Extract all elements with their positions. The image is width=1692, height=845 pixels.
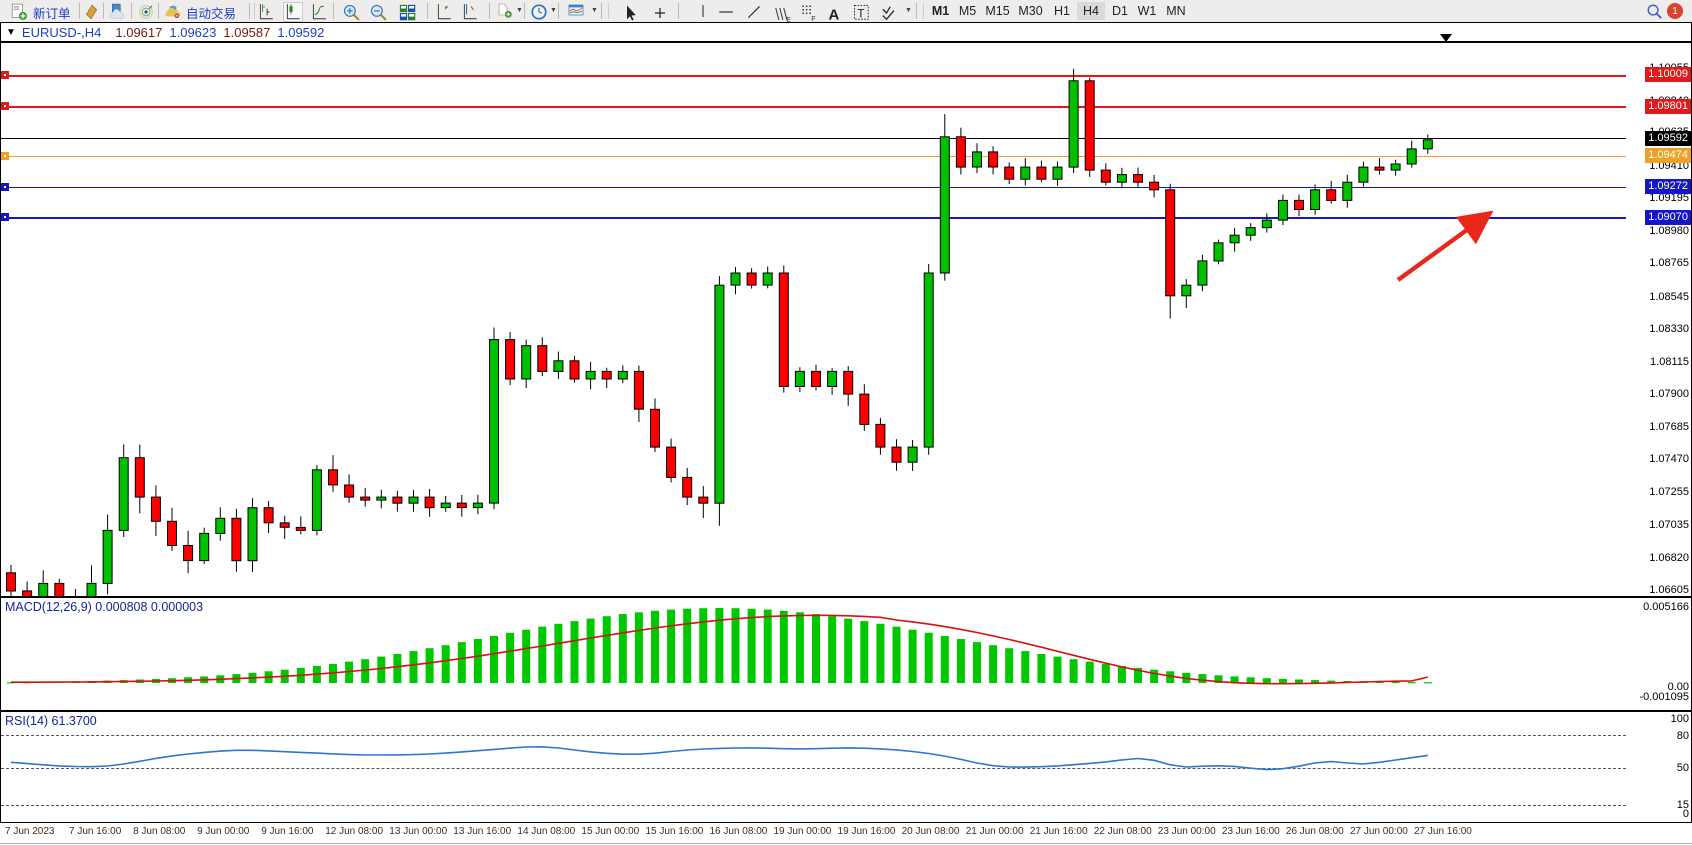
- svg-text:A: A: [829, 6, 840, 23]
- svg-text:T: T: [857, 6, 864, 20]
